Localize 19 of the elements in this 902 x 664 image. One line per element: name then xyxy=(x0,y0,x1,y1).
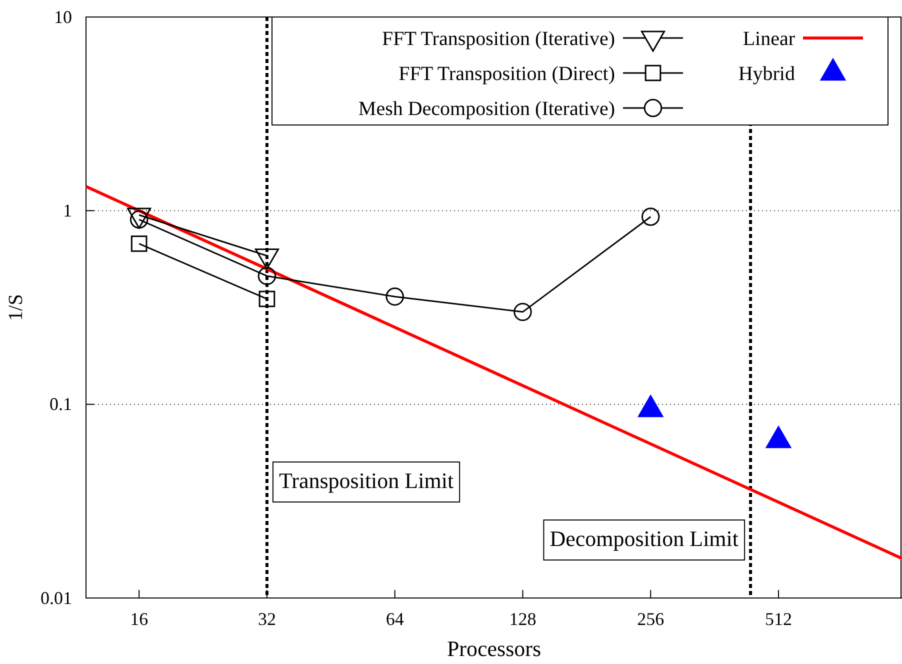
x-axis-title: Processors xyxy=(446,636,542,661)
x-tick-label: 32 xyxy=(258,608,276,629)
legend-label: Hybrid xyxy=(738,63,795,85)
ref-line-label: Decomposition Limit xyxy=(550,526,739,551)
y-tick-label: 1 xyxy=(63,200,72,220)
x-tick-label: 256 xyxy=(637,608,664,629)
y-tick-label: 0.1 xyxy=(50,394,72,414)
x-tick-label: 16 xyxy=(130,608,148,629)
x-tick-label: 64 xyxy=(386,608,404,629)
legend-label: FFT Transposition (Iterative) xyxy=(382,28,615,50)
y-axis-title: 1/S xyxy=(5,294,27,321)
x-tick-label: 512 xyxy=(764,608,792,629)
legend-label: Mesh Decomposition (Iterative) xyxy=(358,98,615,120)
x-tick-label: 128 xyxy=(509,608,536,629)
legend-label: FFT Transposition (Direct) xyxy=(398,63,615,85)
legend-label: Linear xyxy=(742,28,796,50)
ref-line-label: Transposition Limit xyxy=(278,468,454,493)
y-tick-label: 0.01 xyxy=(40,588,72,608)
y-tick-label: 10 xyxy=(54,6,72,27)
